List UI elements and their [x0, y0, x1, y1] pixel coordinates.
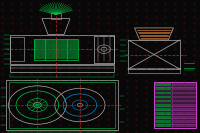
Bar: [6, 80, 118, 130]
Bar: [128, 40, 180, 69]
Bar: [155, 96, 171, 98]
Bar: [155, 83, 171, 86]
Bar: [172, 96, 196, 98]
Bar: [172, 104, 196, 107]
Bar: [172, 112, 196, 115]
Bar: [10, 37, 24, 61]
Bar: [172, 124, 196, 127]
Bar: [172, 92, 196, 94]
Bar: [45, 40, 56, 59]
Bar: [94, 36, 114, 63]
Bar: [67, 40, 78, 59]
Bar: [172, 120, 196, 123]
Bar: [34, 39, 78, 60]
Bar: [10, 65, 114, 72]
Bar: [128, 68, 180, 73]
Bar: [154, 82, 196, 128]
Bar: [155, 87, 171, 90]
Bar: [56, 40, 67, 59]
Bar: [34, 40, 45, 59]
Bar: [9, 82, 115, 128]
Bar: [10, 35, 114, 64]
Bar: [155, 104, 171, 107]
Bar: [172, 116, 196, 119]
Bar: [172, 100, 196, 102]
Bar: [51, 13, 61, 19]
Bar: [155, 92, 171, 94]
Bar: [172, 87, 196, 90]
Bar: [155, 124, 171, 127]
Bar: [172, 83, 196, 86]
Bar: [155, 120, 171, 123]
Bar: [155, 112, 171, 115]
Bar: [172, 108, 196, 111]
Bar: [155, 100, 171, 102]
Bar: [155, 108, 171, 111]
Bar: [155, 116, 171, 119]
